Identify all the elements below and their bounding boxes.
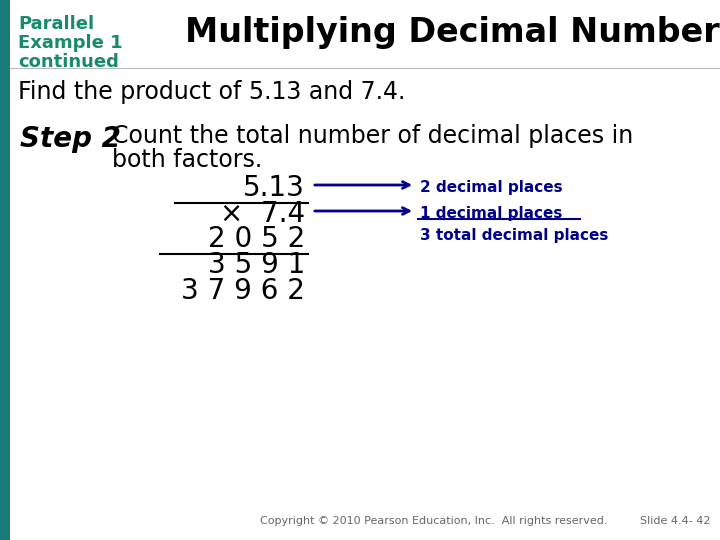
Text: 2 decimal places: 2 decimal places	[420, 180, 562, 195]
Text: 1 decimal places: 1 decimal places	[420, 206, 562, 221]
Text: Slide 4.4- 42: Slide 4.4- 42	[639, 516, 710, 526]
Text: 3 7 9 6 2: 3 7 9 6 2	[181, 277, 305, 305]
Text: 3 total decimal places: 3 total decimal places	[420, 228, 608, 243]
Text: Find the product of 5.13 and 7.4.: Find the product of 5.13 and 7.4.	[18, 80, 405, 104]
Text: Multiplying Decimal Numbers: Multiplying Decimal Numbers	[185, 16, 720, 49]
Text: Example 1: Example 1	[18, 34, 122, 52]
Text: Copyright © 2010 Pearson Education, Inc.  All rights reserved.: Copyright © 2010 Pearson Education, Inc.…	[260, 516, 608, 526]
Text: 3 5 9 1: 3 5 9 1	[207, 251, 305, 279]
Text: 5.13: 5.13	[243, 174, 305, 202]
Text: Count the total number of decimal places in: Count the total number of decimal places…	[112, 124, 634, 148]
Text: ×  7.4: × 7.4	[220, 200, 305, 228]
Text: Step 2: Step 2	[20, 125, 121, 153]
Text: Parallel: Parallel	[18, 15, 94, 33]
Text: 2 0 5 2: 2 0 5 2	[208, 225, 305, 253]
Text: continued: continued	[18, 53, 119, 71]
Bar	[0, 0, 10, 540]
Text: both factors.: both factors.	[112, 148, 262, 172]
